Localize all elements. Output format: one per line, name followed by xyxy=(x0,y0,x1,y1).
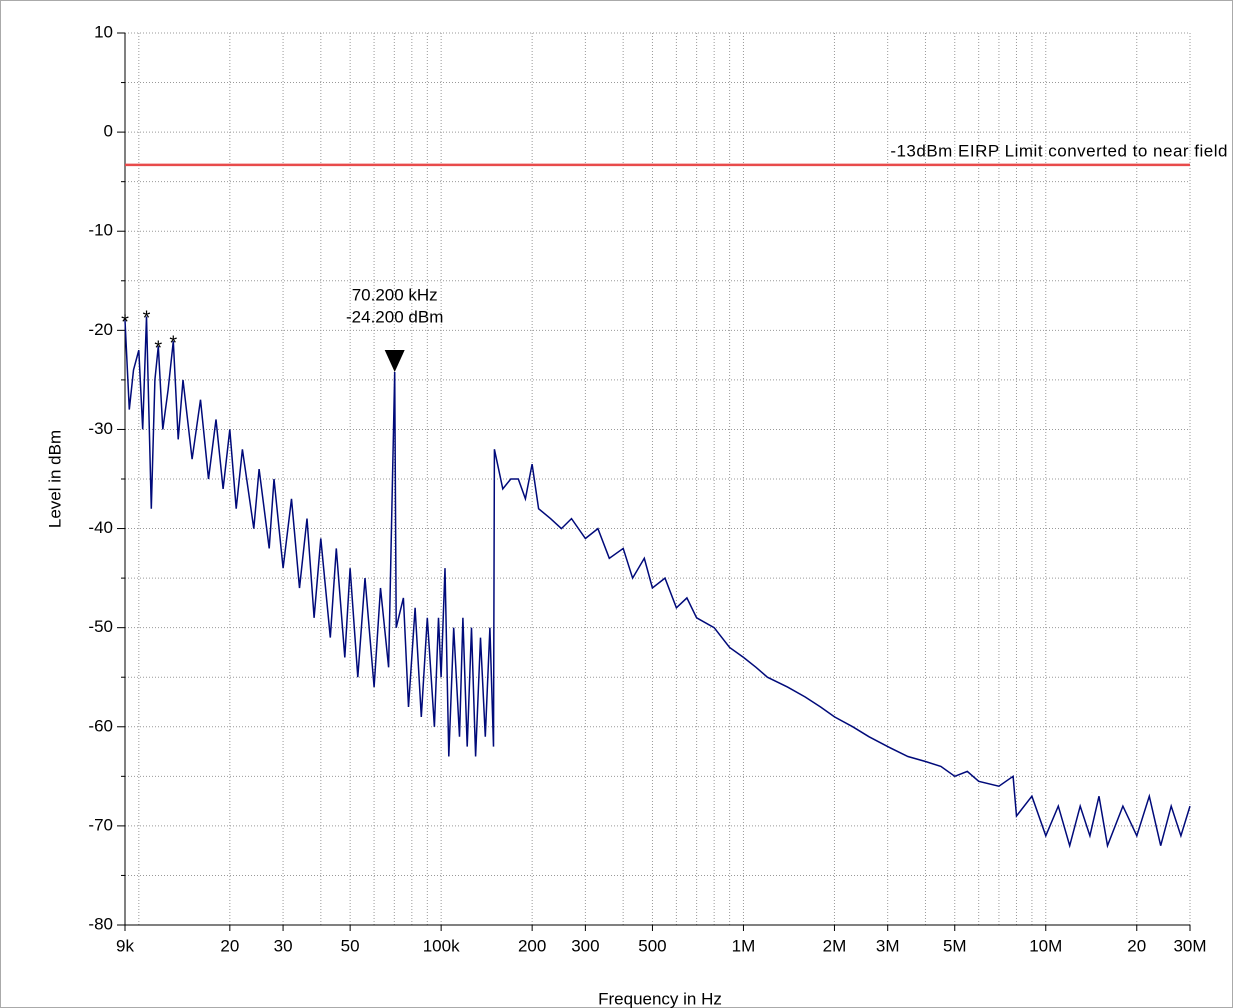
x-tick-label: 9k xyxy=(116,936,134,955)
peak-marker: * xyxy=(169,333,177,355)
x-tick-label: 5M xyxy=(943,936,967,955)
peak-marker: * xyxy=(143,308,151,330)
marker-level: -24.200 dBm xyxy=(346,307,443,326)
x-tick-label: 50 xyxy=(341,936,360,955)
x-tick-label: 20 xyxy=(1127,936,1146,955)
x-tick-label: 30 xyxy=(274,936,293,955)
marker-triangle xyxy=(384,349,405,372)
x-axis-label: Frequency in Hz xyxy=(598,989,722,1008)
y-axis-label: Level in dBm xyxy=(45,430,64,528)
limit-label: -13dBm EIRP Limit converted to near fiel… xyxy=(890,141,1228,160)
x-tick-label: 100k xyxy=(423,936,460,955)
y-tick-label: 0 xyxy=(104,122,113,141)
x-tick-label: 2M xyxy=(823,936,847,955)
x-tick-label: 300 xyxy=(571,936,599,955)
y-tick-label: -80 xyxy=(88,914,113,933)
x-tick-label: 3M xyxy=(876,936,900,955)
x-tick-label: 30M xyxy=(1173,936,1206,955)
peak-marker: * xyxy=(154,337,162,359)
y-tick-label: 10 xyxy=(94,22,113,41)
y-tick-label: -50 xyxy=(88,617,113,636)
y-tick-label: -10 xyxy=(88,221,113,240)
x-tick-label: 500 xyxy=(638,936,666,955)
y-tick-label: -30 xyxy=(88,419,113,438)
x-tick-label: 10M xyxy=(1029,936,1062,955)
marker-freq: 70.200 kHz xyxy=(352,285,438,304)
y-tick-label: -70 xyxy=(88,815,113,834)
x-tick-label: 20 xyxy=(220,936,239,955)
peak-marker: * xyxy=(121,312,129,334)
trace xyxy=(124,316,1191,849)
y-tick-label: -40 xyxy=(88,518,113,537)
x-tick-label: 1M xyxy=(732,936,756,955)
x-tick-label: 200 xyxy=(518,936,546,955)
y-tick-label: -60 xyxy=(88,716,113,735)
y-tick-label: -20 xyxy=(88,320,113,339)
